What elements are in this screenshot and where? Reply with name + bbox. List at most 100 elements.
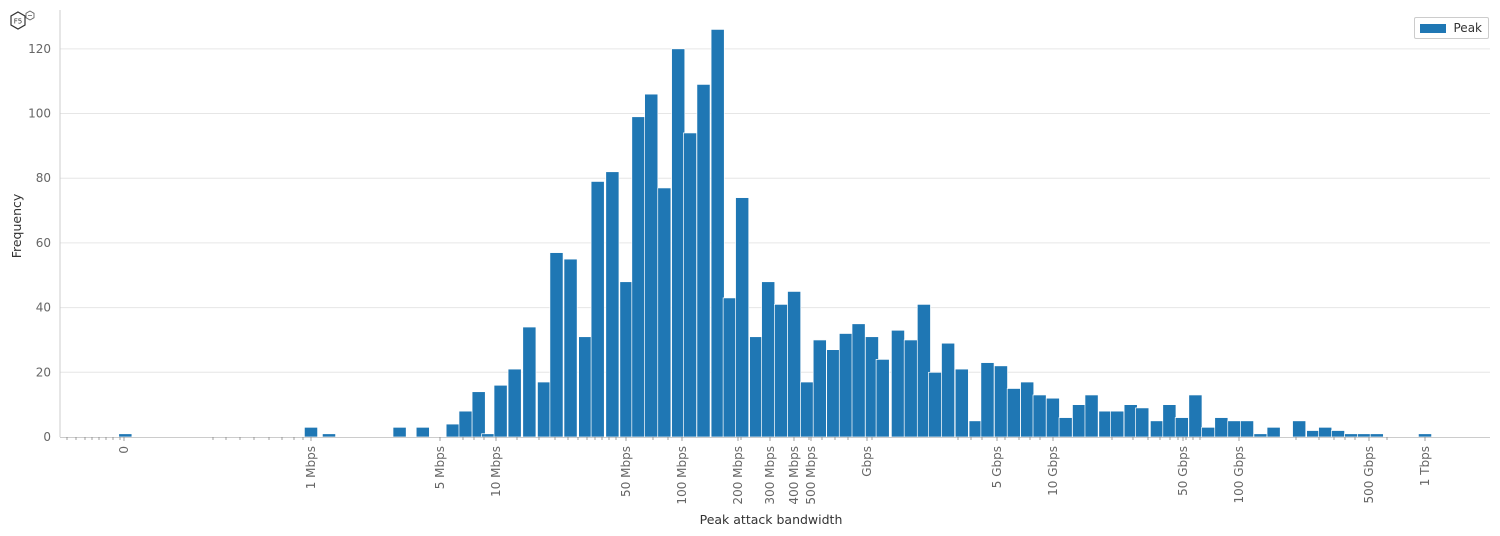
histogram-bar	[838, 333, 853, 438]
histogram-bar	[563, 258, 578, 438]
histogram-bar	[1318, 426, 1333, 438]
x-tick-label: 5 Gbps	[990, 446, 1004, 488]
histogram-bar	[1344, 433, 1359, 438]
y-tick-label: 100	[28, 107, 51, 121]
histogram-bar	[774, 304, 788, 438]
grid-lines	[60, 48, 1490, 373]
histogram-bar	[1098, 410, 1113, 438]
x-tick-label: 10 Gbps	[1046, 446, 1060, 496]
histogram-bar	[749, 336, 764, 438]
histogram-bar	[993, 365, 1008, 438]
y-axis: 0 20 40 60 80 100 120	[28, 10, 61, 444]
x-tick-label: 50 Gbps	[1176, 446, 1190, 496]
y-tick-label: 0	[43, 430, 51, 444]
histogram-bar	[1292, 420, 1307, 438]
y-axis-title: Frequency	[9, 193, 24, 258]
histogram-bar	[928, 371, 943, 438]
x-tick-label: 500 Mbps	[804, 446, 818, 505]
histogram-bar	[619, 281, 634, 438]
histogram-bar	[787, 291, 802, 438]
x-tick-label: 10 Mbps	[489, 446, 503, 497]
x-tick-label: Gbps	[860, 446, 874, 477]
histogram-bar	[481, 433, 496, 438]
histogram-bar	[1110, 410, 1125, 438]
histogram-bar	[761, 281, 776, 438]
histogram-bar	[549, 252, 564, 438]
histogram-bar	[590, 181, 605, 438]
f5-logo: F5	[10, 10, 35, 30]
histogram-bar	[851, 323, 866, 438]
legend-swatch	[1419, 23, 1446, 33]
histogram-bar	[1266, 426, 1281, 438]
y-tick-label: 80	[36, 171, 51, 185]
y-tick-label: 40	[36, 301, 51, 315]
histogram-bar	[445, 423, 460, 438]
histogram-bar	[812, 339, 827, 438]
histogram-bar	[1058, 417, 1073, 438]
histogram-bar	[671, 48, 686, 438]
histogram-bar	[683, 132, 697, 438]
bars	[118, 29, 1432, 438]
x-tick-label: 500 Gbps	[1362, 446, 1376, 504]
histogram-bar	[507, 368, 522, 438]
x-tick-label: 300 Mbps	[763, 446, 777, 505]
histogram-bar	[1084, 394, 1099, 438]
histogram-bar	[875, 359, 890, 438]
histogram-bar	[1006, 388, 1021, 438]
histogram-bar	[735, 197, 750, 438]
x-axis-title: Peak attack bandwidth	[700, 512, 843, 527]
histogram-bar	[1045, 397, 1060, 438]
histogram-bar	[392, 426, 407, 438]
histogram-bar	[954, 368, 969, 438]
x-tick-label: 5 Mbps	[433, 446, 447, 489]
histogram-bar	[522, 326, 537, 438]
histogram-bar	[1306, 430, 1321, 438]
x-tick-label: 100 Mbps	[675, 446, 689, 505]
y-tick-label: 60	[36, 236, 51, 250]
histogram-bar	[578, 336, 593, 438]
histogram-bar	[903, 339, 918, 438]
histogram-bar	[1020, 381, 1035, 438]
legend: Peak	[1413, 17, 1489, 39]
histogram-bar	[322, 433, 336, 438]
histogram-bar	[1240, 420, 1254, 438]
histogram-bar	[1032, 394, 1047, 438]
legend-label: Peak	[1453, 21, 1483, 35]
x-tick-label: 200 Mbps	[731, 446, 745, 505]
x-tick-label: 50 Mbps	[619, 446, 633, 497]
histogram-bar	[1227, 420, 1242, 438]
histogram-bar	[537, 381, 552, 438]
histogram-bar	[1201, 426, 1216, 438]
histogram-bar	[696, 84, 711, 438]
histogram-bar	[1135, 407, 1150, 438]
histogram-bar	[304, 426, 318, 438]
histogram-bar	[980, 362, 995, 438]
histogram-bar	[800, 381, 815, 438]
histogram-bar	[1162, 404, 1177, 438]
histogram-bar	[415, 426, 430, 438]
histogram-bar	[826, 349, 841, 438]
histogram-bar	[1214, 417, 1229, 438]
histogram-bar	[1369, 433, 1384, 438]
histogram-bar	[644, 93, 659, 438]
histogram-bar	[631, 116, 646, 438]
histogram-bar	[1188, 394, 1203, 438]
x-tick-label: 100 Gbps	[1232, 446, 1246, 504]
histogram-bar	[722, 297, 737, 438]
histogram-bar	[1357, 433, 1372, 438]
histogram-bar	[657, 187, 672, 438]
logo-text: F5	[14, 18, 22, 26]
histogram-bar	[941, 342, 956, 438]
histogram-bar	[710, 29, 725, 438]
x-tick-label: 0	[117, 446, 131, 454]
x-tick-label: 400 Mbps	[787, 446, 801, 505]
histogram-bar	[1149, 420, 1164, 438]
histogram-bar	[493, 384, 508, 438]
x-tick-label: 1 Mbps	[304, 446, 318, 489]
y-tick-label: 120	[28, 42, 51, 56]
histogram-bar	[891, 329, 905, 438]
histogram-bar	[471, 391, 486, 438]
histogram-bar	[605, 171, 620, 438]
histogram-bar	[968, 420, 983, 438]
